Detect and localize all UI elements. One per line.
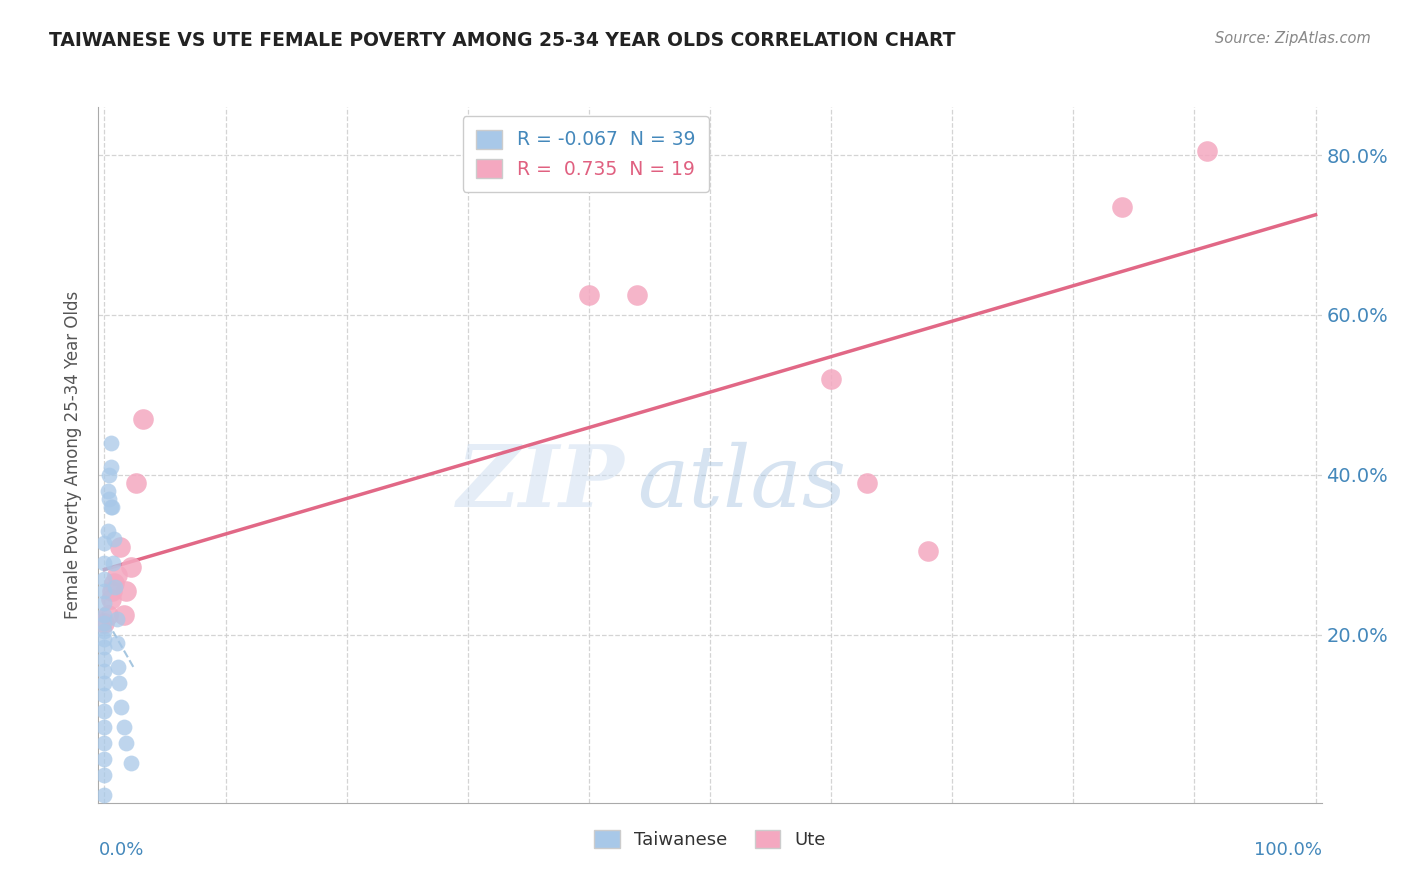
Text: ZIP: ZIP	[457, 441, 624, 524]
Text: 0.0%: 0.0%	[98, 841, 143, 859]
Point	[112, 607, 135, 622]
Point	[578, 288, 600, 302]
Point	[108, 676, 131, 690]
Point	[100, 459, 122, 474]
Point	[104, 580, 127, 594]
Point	[107, 660, 129, 674]
Point	[110, 540, 132, 554]
Point	[100, 500, 122, 514]
Point	[105, 567, 128, 582]
Point	[125, 475, 148, 490]
Point	[1195, 144, 1218, 158]
Point	[103, 575, 125, 590]
Point	[115, 583, 138, 598]
Point	[93, 615, 115, 630]
Legend: Taiwanese, Ute: Taiwanese, Ute	[588, 823, 832, 856]
Point	[820, 372, 842, 386]
Point	[93, 640, 115, 654]
Point	[100, 500, 122, 514]
Point	[626, 288, 648, 302]
Point	[110, 699, 132, 714]
Point	[917, 544, 939, 558]
Point	[93, 788, 115, 802]
Text: Source: ZipAtlas.com: Source: ZipAtlas.com	[1215, 31, 1371, 46]
Point	[112, 720, 135, 734]
Point	[93, 596, 115, 610]
Point	[93, 652, 115, 666]
Point	[93, 556, 115, 570]
Point	[93, 583, 115, 598]
Point	[93, 572, 115, 586]
Point	[105, 612, 128, 626]
Point	[93, 607, 115, 622]
Point	[103, 532, 125, 546]
Point	[93, 664, 115, 678]
Point	[120, 756, 142, 770]
Point	[1111, 200, 1133, 214]
Text: TAIWANESE VS UTE FEMALE POVERTY AMONG 25-34 YEAR OLDS CORRELATION CHART: TAIWANESE VS UTE FEMALE POVERTY AMONG 25…	[49, 31, 956, 50]
Point	[93, 688, 115, 702]
Point	[93, 720, 115, 734]
Point	[856, 475, 879, 490]
Point	[97, 524, 120, 538]
Point	[93, 536, 115, 550]
Point	[100, 436, 122, 450]
Point	[98, 467, 121, 482]
Text: atlas: atlas	[637, 442, 846, 524]
Point	[97, 607, 120, 622]
Point	[101, 556, 124, 570]
Text: 100.0%: 100.0%	[1254, 841, 1322, 859]
Point	[93, 752, 115, 766]
Y-axis label: Female Poverty Among 25-34 Year Olds: Female Poverty Among 25-34 Year Olds	[65, 291, 83, 619]
Point	[115, 736, 138, 750]
Point	[93, 736, 115, 750]
Point	[132, 412, 155, 426]
Point	[100, 591, 122, 606]
Point	[93, 632, 115, 646]
Point	[97, 483, 120, 498]
Point	[105, 636, 128, 650]
Point	[93, 615, 115, 630]
Point	[93, 704, 115, 718]
Point	[93, 624, 115, 638]
Point	[93, 676, 115, 690]
Point	[98, 491, 121, 506]
Point	[93, 768, 115, 782]
Point	[120, 560, 142, 574]
Point	[100, 583, 122, 598]
